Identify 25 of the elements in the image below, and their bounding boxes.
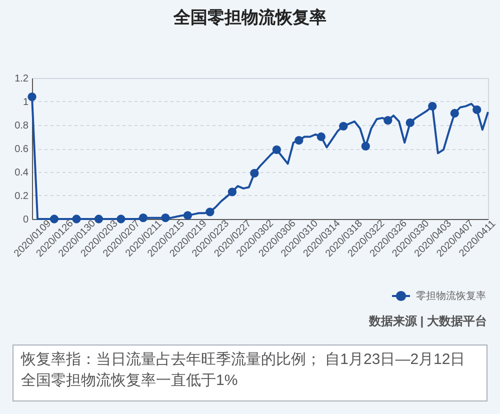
point xyxy=(206,208,214,216)
y-tick-label: 1.2 xyxy=(14,74,29,84)
point xyxy=(339,122,348,130)
point xyxy=(384,116,392,125)
point xyxy=(272,145,282,154)
point xyxy=(361,142,370,150)
point xyxy=(316,132,326,142)
text: 恢复率指：当日流量占去年旺季流量的比例； 自1月23日—2月12日全国零担物流恢复率一直低于1% xyxy=(20,351,466,389)
point xyxy=(183,211,192,220)
y-tick-label: 0.2 xyxy=(14,191,29,202)
point xyxy=(428,102,437,111)
point xyxy=(406,118,414,127)
point xyxy=(450,108,459,118)
point xyxy=(28,92,36,102)
legend-label: 零担物流恢复率 xyxy=(416,290,486,302)
point xyxy=(228,188,237,196)
y-tick-label: 0.4 xyxy=(14,168,29,178)
y-tick-label: 0.8 xyxy=(14,120,29,132)
y-tick-label: 0.6 xyxy=(14,144,29,155)
point xyxy=(250,168,259,178)
point xyxy=(472,105,482,114)
chart-title: 全国零担物流恢复率 xyxy=(172,8,326,27)
point xyxy=(294,136,304,145)
y-tick-label: 1 xyxy=(22,97,29,108)
source-note: 数据来源 | 大数据平台 xyxy=(368,314,487,328)
